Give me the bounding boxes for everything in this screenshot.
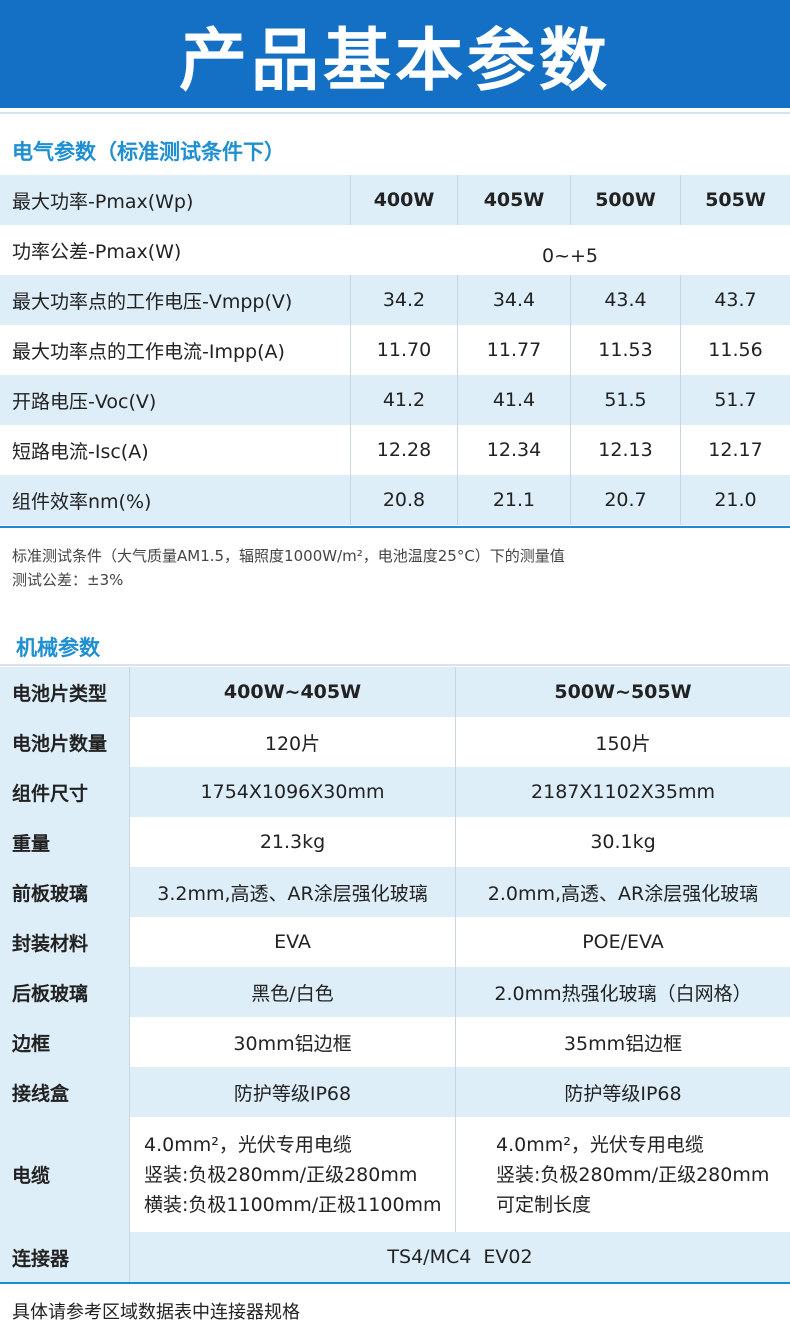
value: POE/EVA — [455, 917, 790, 967]
row-bg — [0, 475, 790, 525]
value: 20.7 — [570, 475, 680, 525]
value: 12.34 — [457, 425, 570, 475]
value: 3.2mm,高透、AR涂层强化玻璃 — [157, 882, 428, 905]
value: 11.77 — [457, 325, 570, 375]
row-label: 功率公差-Pmax(W) — [12, 240, 182, 263]
row-label: 组件尺寸 — [0, 767, 130, 817]
value: 21.0 — [680, 475, 790, 525]
value: 11.70 — [350, 325, 457, 375]
value: 35mm铝边框 — [455, 1017, 790, 1067]
value: 黑色/白色 — [251, 982, 334, 1005]
value: 20.8 — [350, 475, 457, 525]
row-label: 最大功率点的工作电压-Vmpp(V) — [12, 290, 293, 313]
row-bg — [0, 1232, 790, 1282]
row-bg — [0, 1067, 790, 1117]
row-label: 开路电压-Voc(V) — [12, 390, 157, 413]
mechanical-table: 电池片类型 400W~405W 500W~505W 电池片数量 120片 150片组件尺寸… — [0, 667, 790, 1287]
value: 30mm铝边框 — [233, 1032, 352, 1055]
value-line: 竖装:负极280mm/正级280mm — [144, 1163, 418, 1186]
value: 43.4 — [570, 275, 680, 325]
section-rule — [0, 664, 790, 666]
value: 120片 — [264, 732, 321, 755]
footer-note: 具体请参考区域数据表中连接器规格 — [12, 1302, 300, 1323]
row-label: 最大功率-Pmax(Wp) — [12, 190, 194, 213]
value: 2.0mm,高透、AR涂层强化玻璃 — [455, 867, 790, 917]
row-label: 封装材料 — [0, 917, 130, 967]
note: 标准测试条件（大气质量AM1.5，辐照度1000W/m²，电池温度25°C）下的… — [12, 547, 565, 565]
section-title: 电气参数（标准测试条件下） — [12, 140, 285, 164]
row-label: 边框 — [0, 1017, 130, 1067]
value-lines: 4.0mm²，光伏专用电缆竖装:负极280mm/正级280mm 可定制长度 — [455, 1117, 790, 1232]
row-label: 接线盒 — [0, 1067, 130, 1117]
row-bg — [0, 275, 790, 325]
value: 1754X1096X30mm — [200, 781, 385, 803]
value: 51.7 — [680, 375, 790, 425]
value: 41.2 — [350, 375, 457, 425]
table-rule — [0, 526, 790, 528]
header-rule — [0, 112, 790, 114]
value-line: 4.0mm²，光伏专用电缆 — [144, 1133, 352, 1156]
value-lines: 4.0mm²，光伏专用电缆竖装:负极280mm/正级280mm 横装:负极1100… — [130, 1117, 455, 1232]
value: 12.17 — [680, 425, 790, 475]
value-line: 4.0mm²，光伏专用电缆 — [496, 1133, 704, 1156]
row-bg — [0, 967, 790, 1017]
value: EVA — [274, 931, 311, 953]
value: 30.1kg — [455, 817, 790, 867]
merged-value: 0~+5 — [541, 245, 599, 267]
value-line: 可定制长度 — [496, 1193, 592, 1216]
value: 11.53 — [570, 325, 680, 375]
merged-value: TS4/MC4 EV02 — [387, 1246, 533, 1268]
row-bg — [0, 767, 790, 817]
row-bg — [0, 375, 790, 425]
value: 12.28 — [350, 425, 457, 475]
header-band: 产品基本参数 — [0, 0, 790, 108]
value: 41.4 — [457, 375, 570, 425]
row-label: 重量 — [0, 817, 130, 867]
row-label: 电池片类型 — [0, 667, 130, 717]
value: 34.2 — [350, 275, 457, 325]
value: 防护等级IP68 — [455, 1067, 790, 1117]
value: 2.0mm热强化玻璃（白网格） — [455, 967, 790, 1017]
row-label: 电池片数量 — [0, 717, 130, 767]
value: 防护等级IP68 — [233, 1082, 352, 1105]
note: 测试公差：±3% — [12, 571, 124, 589]
row-label: 连接器 — [0, 1232, 130, 1282]
row-bg — [0, 667, 790, 717]
column-header: 500W~505W — [455, 667, 790, 717]
row-label: 短路电流-Isc(A) — [12, 440, 149, 463]
value: 21.1 — [457, 475, 570, 525]
row-label: 前板玻璃 — [0, 867, 130, 917]
row-bg — [0, 175, 790, 225]
notes: 标准测试条件（大气质量AM1.5，辐照度1000W/m²，电池温度25°C）下的… — [12, 544, 565, 592]
electrical-table: 最大功率-Pmax(Wp) 400W 405W 500W 505W 功率公差-Pmax(W… — [0, 175, 790, 529]
value: 11.56 — [680, 325, 790, 375]
column-header: 400W — [350, 175, 457, 225]
value-line: 竖装:负极280mm/正级280mm — [496, 1163, 770, 1186]
table-rule — [0, 1282, 790, 1284]
value: 51.5 — [570, 375, 680, 425]
value: 43.7 — [680, 275, 790, 325]
column-header: 505W — [680, 175, 790, 225]
row-label: 最大功率点的工作电流-Impp(A) — [12, 340, 285, 363]
value: 12.13 — [570, 425, 680, 475]
row-label: 后板玻璃 — [0, 967, 130, 1017]
column-header: 405W — [457, 175, 570, 225]
section-title: 机械参数 — [16, 636, 100, 660]
row-label: 组件效率nm(%) — [12, 490, 152, 513]
value-line: 横装:负极1100mm/正极1100mm — [144, 1193, 442, 1216]
value: 34.4 — [457, 275, 570, 325]
page-title: 产品基本参数 — [178, 21, 611, 101]
value: 150片 — [455, 717, 790, 767]
value: 2187X1102X35mm — [455, 767, 790, 817]
row-label: 电缆 — [0, 1117, 130, 1232]
row-bg — [0, 867, 790, 917]
value: 21.3kg — [259, 831, 326, 853]
column-header: 500W — [570, 175, 680, 225]
column-header: 400W~405W — [223, 681, 362, 703]
